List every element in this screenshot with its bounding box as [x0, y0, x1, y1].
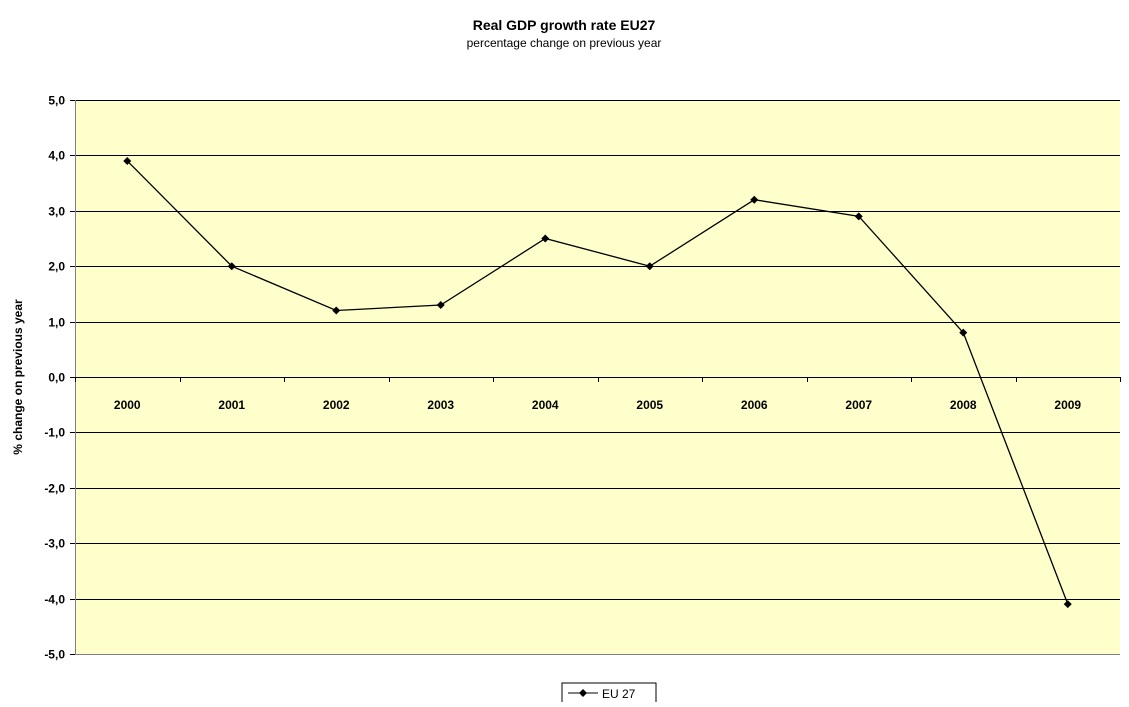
x-tick-labels: 2000 2001 2002 2003 2004 2005 2006 2007 2008 2009 [114, 398, 1082, 412]
x-tick-label: 2000 [114, 398, 141, 412]
data-point-marker [645, 262, 654, 271]
y-tick-labels: 5,0 4,0 3,0 2,0 1,0 0,0 -1,0 -2,0 -3,0 -4,0 -5,0 [44, 94, 65, 662]
data-point-marker [227, 262, 236, 271]
y-tick-label: 0,0 [48, 371, 65, 385]
y-tick-label: 4,0 [48, 149, 65, 163]
y-axis-label: % change on previous year [11, 299, 25, 455]
x-tick-label: 2003 [427, 398, 454, 412]
axes [70, 100, 1121, 655]
data-point-marker [1063, 600, 1072, 609]
data-point-marker [332, 306, 341, 315]
series-line-0 [126, 160, 1069, 605]
x-tick-label: 2001 [218, 398, 245, 412]
y-tick-label: -4,0 [44, 593, 65, 607]
data-point-marker [854, 212, 863, 221]
x-tick-label: 2006 [741, 398, 768, 412]
data-point-marker [123, 156, 132, 165]
x-tick-label: 2002 [323, 398, 350, 412]
legend-diamond-marker [579, 689, 587, 697]
data-point-marker [750, 195, 759, 204]
chart-title: Real GDP growth rate EU27 [473, 17, 656, 33]
y-tick-label: -3,0 [44, 537, 65, 551]
x-tick-label: 2007 [845, 398, 872, 412]
chart-subtitle: percentage change on previous year [467, 36, 662, 50]
y-tick-label: -1,0 [44, 426, 65, 440]
data-point-marker [541, 234, 550, 243]
legend: EU 27 [561, 682, 657, 707]
series-layer [123, 156, 1072, 609]
x-tick-label: 2009 [1054, 398, 1081, 412]
x-tick-label: 2008 [950, 398, 977, 412]
data-point-marker [959, 328, 968, 337]
y-tick-label: 1,0 [48, 316, 65, 330]
y-tick-label: 2,0 [48, 260, 65, 274]
x-tick-label: 2005 [636, 398, 663, 412]
y-tick-label: -2,0 [44, 482, 65, 496]
y-tick-label: 3,0 [48, 205, 65, 219]
y-tick-label: -5,0 [44, 648, 65, 662]
y-tick-label: 5,0 [48, 94, 65, 108]
data-point-marker [436, 300, 445, 309]
x-tick-label: 2004 [532, 398, 559, 412]
legend-label: EU 27 [602, 687, 636, 701]
